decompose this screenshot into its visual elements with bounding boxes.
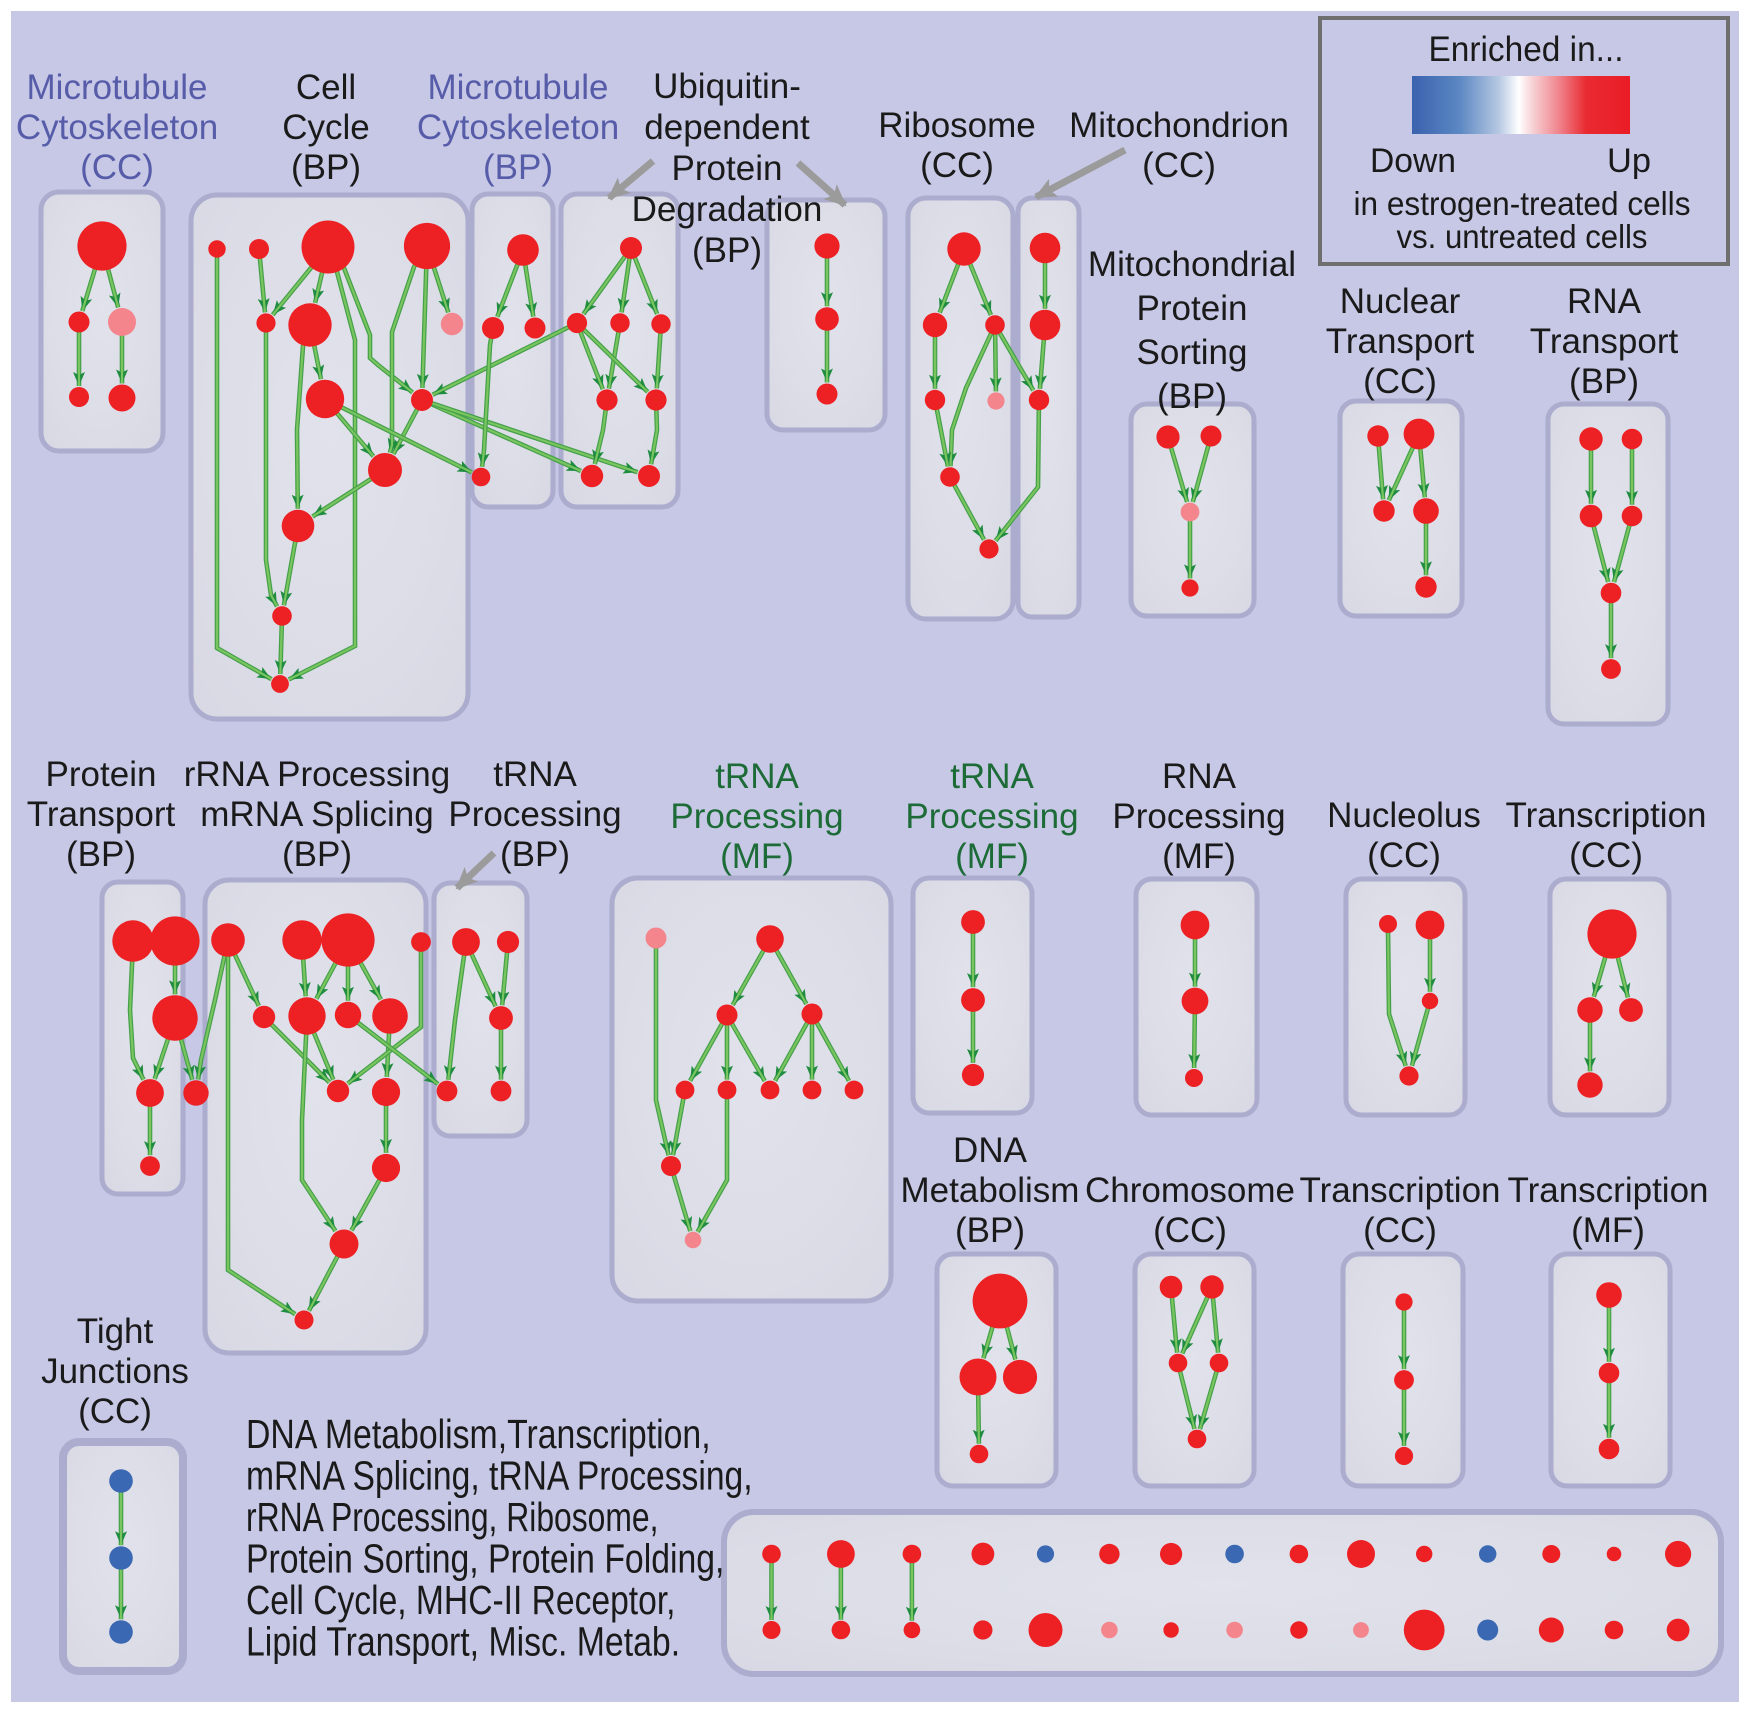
svg-text:Protein: Protein [46, 755, 157, 794]
svg-text:tRNA: tRNA [950, 757, 1034, 796]
svg-text:(MF): (MF) [955, 837, 1029, 876]
svg-text:DNA: DNA [953, 1131, 1028, 1170]
svg-text:(CC): (CC) [80, 148, 154, 187]
svg-text:(BP): (BP) [692, 231, 762, 270]
svg-text:Down: Down [1370, 142, 1456, 180]
svg-text:(CC): (CC) [1153, 1211, 1227, 1250]
svg-text:RNA: RNA [1162, 757, 1237, 796]
svg-text:vs. untreated cells: vs. untreated cells [1397, 218, 1648, 255]
svg-text:RNA: RNA [1567, 282, 1642, 321]
svg-text:Transcription: Transcription [1506, 796, 1707, 835]
svg-text:(CC): (CC) [78, 1392, 152, 1431]
svg-text:Cytoskeleton: Cytoskeleton [16, 108, 218, 147]
svg-text:(MF): (MF) [1162, 837, 1236, 876]
svg-text:Transport: Transport [1530, 322, 1679, 361]
svg-text:Protein: Protein [1137, 289, 1248, 328]
svg-text:(BP): (BP) [291, 148, 361, 187]
svg-text:Sorting: Sorting [1137, 333, 1248, 372]
svg-text:Mitochondrion: Mitochondrion [1069, 106, 1289, 145]
svg-text:Cell: Cell [296, 68, 356, 107]
svg-text:Cell Cycle, MHC-II Receptor,: Cell Cycle, MHC-II Receptor, [246, 1577, 676, 1623]
svg-text:(CC): (CC) [1142, 146, 1216, 185]
svg-text:(BP): (BP) [1157, 377, 1227, 416]
svg-text:Enriched in...: Enriched in... [1429, 30, 1624, 69]
svg-text:(BP): (BP) [282, 835, 352, 874]
svg-text:Processing: Processing [670, 797, 843, 836]
svg-text:(BP): (BP) [955, 1211, 1025, 1250]
svg-text:in estrogen-treated cells: in estrogen-treated cells [1354, 185, 1691, 222]
svg-text:Transcription: Transcription [1508, 1171, 1709, 1210]
svg-text:tRNA: tRNA [493, 755, 577, 794]
svg-text:mRNA Splicing, tRNA Processing: mRNA Splicing, tRNA Processing, [246, 1453, 753, 1499]
svg-text:tRNA: tRNA [715, 757, 799, 796]
svg-text:Cycle: Cycle [282, 108, 370, 147]
svg-text:(BP): (BP) [66, 835, 136, 874]
svg-text:(CC): (CC) [920, 146, 994, 185]
svg-text:Up: Up [1607, 142, 1651, 180]
svg-text:Ubiquitin-: Ubiquitin- [653, 67, 801, 106]
svg-text:Ribosome: Ribosome [878, 106, 1036, 145]
svg-text:Lipid Transport, Misc. Metab.: Lipid Transport, Misc. Metab. [246, 1619, 680, 1665]
svg-text:Microtubule: Microtubule [27, 68, 208, 107]
svg-text:Transport: Transport [1326, 322, 1475, 361]
svg-text:mRNA Splicing: mRNA Splicing [200, 795, 433, 834]
svg-text:Degradation: Degradation [632, 190, 823, 229]
svg-text:Mitochondrial: Mitochondrial [1088, 245, 1296, 284]
svg-text:Protein: Protein [672, 149, 783, 188]
svg-text:Processing: Processing [448, 795, 621, 834]
svg-text:rRNA Processing, Ribosome,: rRNA Processing, Ribosome, [246, 1494, 659, 1540]
svg-text:DNA Metabolism,Transcription,: DNA Metabolism,Transcription, [246, 1411, 711, 1457]
svg-text:(CC): (CC) [1363, 1211, 1437, 1250]
svg-text:(CC): (CC) [1363, 362, 1437, 401]
svg-text:(BP): (BP) [483, 148, 553, 187]
svg-text:Transport: Transport [27, 795, 176, 834]
svg-text:Processing: Processing [905, 797, 1078, 836]
svg-text:(CC): (CC) [1569, 836, 1643, 875]
svg-text:Cytoskeleton: Cytoskeleton [417, 108, 619, 147]
svg-text:Nuclear: Nuclear [1340, 282, 1461, 321]
svg-text:Chromosome: Chromosome [1085, 1171, 1295, 1210]
svg-text:Tight: Tight [77, 1312, 154, 1351]
svg-text:dependent: dependent [644, 108, 810, 147]
svg-text:rRNA Processing: rRNA Processing [184, 755, 450, 794]
svg-text:(MF): (MF) [720, 837, 794, 876]
svg-text:Junctions: Junctions [41, 1352, 189, 1391]
svg-text:(MF): (MF) [1571, 1211, 1645, 1250]
svg-text:Microtubule: Microtubule [428, 68, 609, 107]
svg-text:(BP): (BP) [500, 835, 570, 874]
svg-text:(BP): (BP) [1569, 362, 1639, 401]
svg-text:Nucleolus: Nucleolus [1327, 796, 1481, 835]
svg-text:Transcription: Transcription [1300, 1171, 1501, 1210]
svg-text:(CC): (CC) [1367, 836, 1441, 875]
svg-text:Protein Sorting, Protein Foldi: Protein Sorting, Protein Folding, [246, 1536, 724, 1582]
svg-text:Metabolism: Metabolism [901, 1171, 1080, 1210]
svg-text:Processing: Processing [1112, 797, 1285, 836]
